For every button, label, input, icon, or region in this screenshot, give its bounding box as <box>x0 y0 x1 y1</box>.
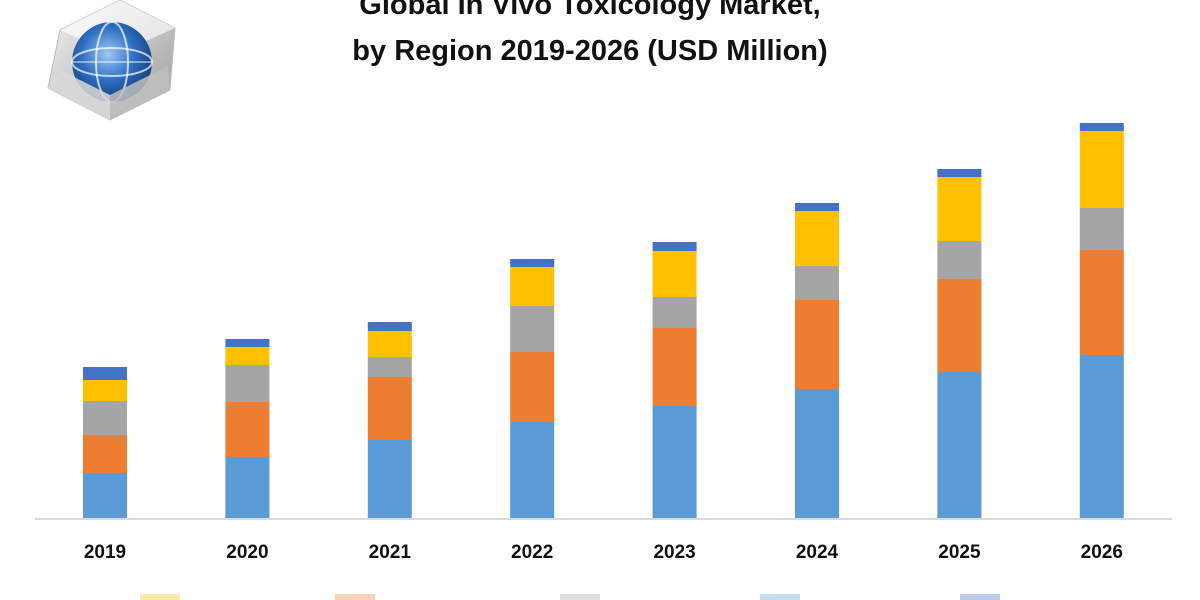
legend-strip <box>140 594 1000 600</box>
bar-segment-2022-series-5 <box>510 259 555 267</box>
bar-segment-2024-series-5 <box>795 203 839 211</box>
globe-logo-icon <box>47 0 176 121</box>
bar-segment-2026-series-4 <box>1079 131 1124 208</box>
chart-title-line-2: by Region 2019-2026 (USD Million) <box>352 35 828 67</box>
bar-segment-2020-series-3 <box>225 365 270 402</box>
legend-swatch <box>335 594 375 600</box>
bar-segment-2022-series-2 <box>510 352 555 422</box>
bar-segment-2025-series-4 <box>937 177 982 241</box>
legend-swatch <box>560 594 600 600</box>
bar-segment-2024-series-3 <box>795 266 839 300</box>
bar-segment-2021-series-3 <box>367 357 412 377</box>
bar-segment-2025-series-1 <box>937 372 982 519</box>
bar-segment-2024-series-1 <box>795 389 839 519</box>
bar-segment-2026-series-2 <box>1079 250 1124 355</box>
bar-segment-2020-series-1 <box>225 457 270 519</box>
bar-segment-2020-series-5 <box>225 339 270 347</box>
bar-segment-2023-series-2 <box>652 328 697 406</box>
x-tick-label-2025: 2025 <box>938 542 981 563</box>
bar-segment-2019-series-2 <box>83 435 127 473</box>
bar-segment-2024-series-2 <box>795 300 839 389</box>
bar-segment-2022-series-3 <box>510 306 555 352</box>
bar-segment-2025-series-2 <box>937 279 982 372</box>
x-tick-label-2022: 2022 <box>511 542 553 563</box>
bar-segment-2025-series-3 <box>937 241 982 279</box>
bar-segment-2026-series-3 <box>1079 208 1124 250</box>
x-tick-label-2021: 2021 <box>369 542 412 563</box>
legend-swatch <box>960 594 1000 600</box>
chart-title-line-1: Global In Vivo Toxicology Market, <box>359 0 821 21</box>
bar-segment-2023-series-3 <box>652 297 697 328</box>
bar-segment-2025-series-5 <box>937 169 982 177</box>
x-tick-label-2026: 2026 <box>1081 542 1123 563</box>
bar-segment-2019-series-3 <box>83 401 127 435</box>
legend-swatch <box>760 594 800 600</box>
bars-group <box>83 123 1124 519</box>
x-tick-label-2019: 2019 <box>84 542 126 563</box>
bar-segment-2023-series-1 <box>652 406 697 519</box>
bar-segment-2026-series-1 <box>1079 355 1124 519</box>
x-tick-label-2020: 2020 <box>226 542 268 563</box>
bar-segment-2021-series-2 <box>367 377 412 440</box>
legend-swatch <box>140 594 180 600</box>
bar-segment-2020-series-2 <box>225 402 270 457</box>
x-tick-label-2024: 2024 <box>796 542 839 563</box>
bar-segment-2020-series-4 <box>225 347 270 365</box>
bar-segment-2019-series-5 <box>83 367 127 380</box>
bar-segment-2023-series-5 <box>652 242 697 251</box>
bar-segment-2019-series-1 <box>83 473 127 519</box>
chart-title: Global In Vivo Toxicology Market, by Reg… <box>230 0 950 74</box>
bar-segment-2022-series-1 <box>510 422 555 519</box>
bar-segment-2019-series-4 <box>83 380 127 401</box>
bar-segment-2021-series-4 <box>367 331 412 357</box>
bar-segment-2026-series-5 <box>1079 123 1124 131</box>
x-tick-label-2023: 2023 <box>653 542 695 563</box>
bar-segment-2021-series-1 <box>367 440 412 519</box>
bar-segment-2021-series-5 <box>367 322 412 331</box>
bar-segment-2022-series-4 <box>510 267 555 306</box>
bar-segment-2024-series-4 <box>795 211 839 266</box>
x-tick-labels: 2019 2020 2021 2022 2023 2024 2025 2026 <box>84 542 1123 563</box>
bar-segment-2023-series-4 <box>652 251 697 297</box>
